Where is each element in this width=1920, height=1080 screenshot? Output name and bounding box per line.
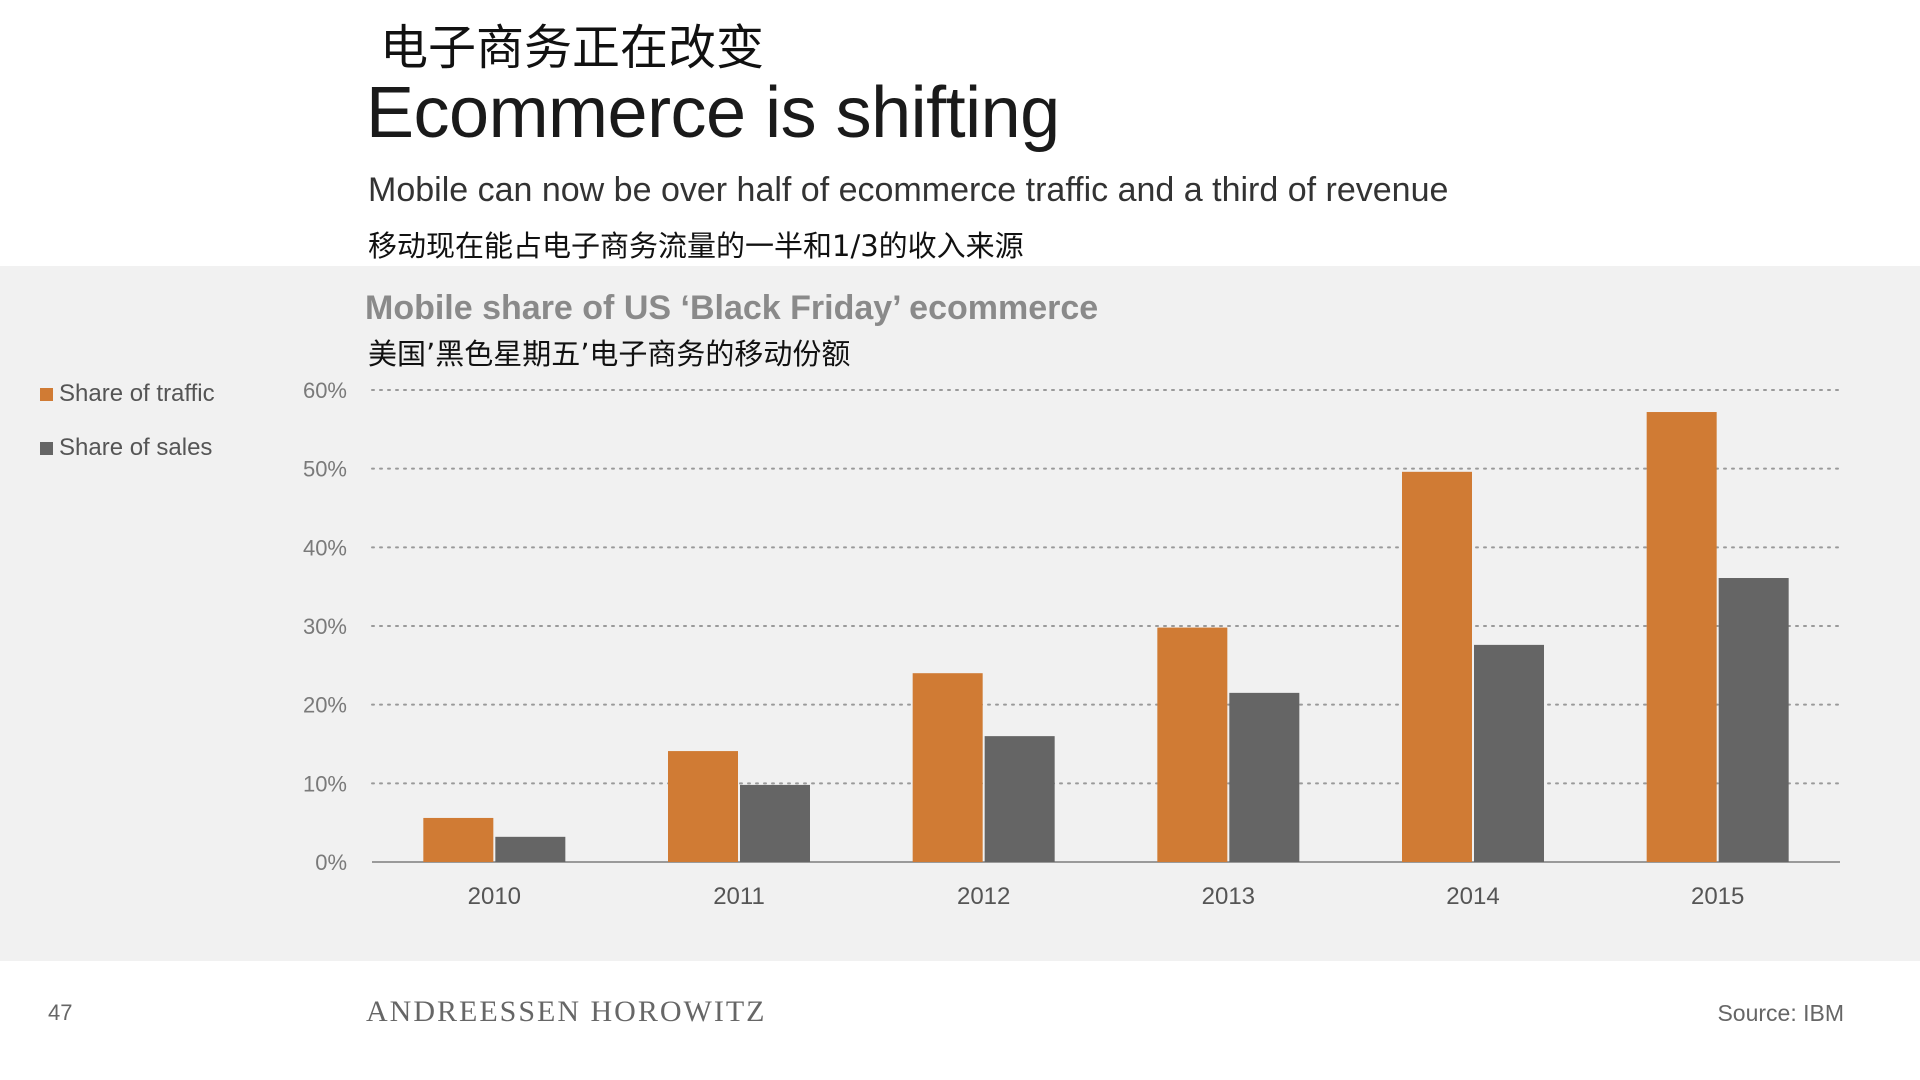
chart-title: Mobile share of US ‘Black Friday’ ecomme… [365,289,1099,327]
bar-sales [740,784,810,862]
bar-sales [1718,578,1789,862]
y-tick-label: 40% [303,535,347,560]
x-tick-label: 2010 [468,883,521,910]
x-tick-label: 2014 [1446,883,1499,910]
y-tick-label: 10% [303,771,347,796]
legend-item-traffic: Share of traffic [40,376,215,412]
x-tick-label: 2012 [957,883,1010,910]
bar-traffic [1646,412,1717,862]
slide-title-en: Ecommerce is shifting [366,73,1060,153]
bar-traffic [423,817,494,862]
bar-sales [495,836,566,862]
slide-subtitle-cn: 移动现在能占电子商务流量的一半和1/3的收入来源 [368,229,1024,263]
bar-sales [1229,692,1300,862]
bar-sales [984,736,1055,862]
slide-subtitle-en: Mobile can now be over half of ecommerce… [368,171,1449,209]
y-tick-label: 50% [303,457,347,482]
bar-traffic [668,751,738,862]
bar-traffic [1402,471,1472,862]
page-number: 47 [48,1000,73,1025]
bar-traffic [1157,627,1228,862]
legend-item-sales: Share of sales [40,430,215,466]
bar-sales [1474,644,1544,862]
source-note: Source: IBM [1717,1000,1844,1026]
chart-title-cn: 美国’黑色星期五’电子商务的移动份额 [368,337,851,371]
brand-logo-text: ANDREESSEN HOROWITZ [366,995,767,1028]
legend-label-traffic: Share of traffic [59,380,215,407]
chart-legend: Share of traffic Share of sales [40,376,215,484]
slide-title-cn: 电子商务正在改变 [380,20,765,76]
legend-label-sales: Share of sales [59,434,213,461]
x-tick-label: 2013 [1202,883,1255,910]
y-tick-label: 60% [303,378,347,403]
y-tick-label: 30% [303,614,347,639]
legend-swatch-traffic [40,387,53,401]
x-tick-label: 2015 [1691,883,1744,910]
x-tick-label: 2011 [713,883,765,910]
legend-swatch-sales [40,441,53,455]
bar-traffic [912,673,983,862]
y-tick-label: 0% [315,850,347,875]
y-tick-label: 20% [303,693,347,718]
